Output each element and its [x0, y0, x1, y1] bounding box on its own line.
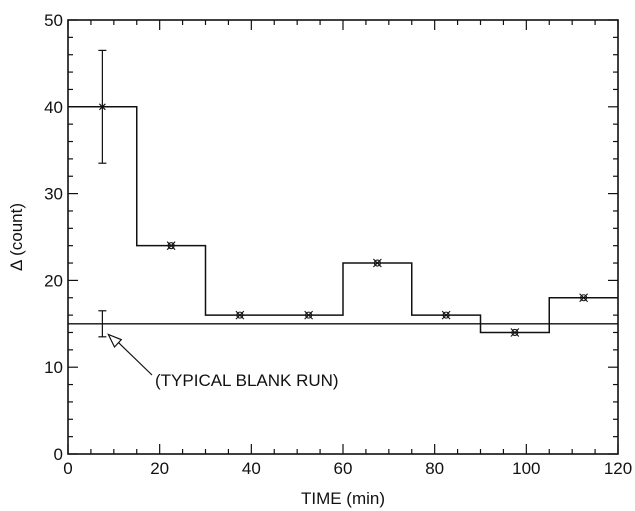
- data-point: [167, 242, 175, 250]
- axis-ticks: [67, 19, 619, 455]
- y-axis-title: Δ (count): [7, 203, 26, 271]
- data-point: [580, 294, 588, 302]
- data-point: [304, 310, 314, 320]
- data-point: [98, 103, 106, 111]
- chart-marks: [68, 49, 618, 376]
- data-point: [236, 311, 244, 319]
- y-tick-label: 0: [54, 445, 63, 464]
- data-point: [441, 310, 451, 320]
- x-tick-label: 100: [512, 459, 540, 478]
- y-tick-label: 40: [44, 98, 63, 117]
- data-point: [373, 259, 381, 267]
- data-point: [510, 328, 520, 337]
- annotation-arrow-line: [117, 342, 153, 376]
- y-tick-label: 10: [44, 358, 63, 377]
- data-point: [442, 311, 450, 319]
- data-point: [166, 241, 176, 251]
- annotation-typical-blank-run: (TYPICAL BLANK RUN): [155, 371, 339, 390]
- data-point: [579, 293, 589, 303]
- x-tick-label: 60: [334, 459, 353, 478]
- data-point: [235, 310, 245, 320]
- data-point: [511, 328, 519, 337]
- plot-frame: [67, 19, 619, 455]
- x-tick-label: 20: [150, 459, 169, 478]
- data-point: [372, 258, 382, 268]
- y-tick-label: 30: [44, 185, 63, 204]
- x-axis-title: TIME (min): [301, 489, 385, 508]
- step-line: [68, 106, 618, 334]
- annotation-arrow-head: [107, 333, 123, 349]
- x-tick-label: 40: [242, 459, 261, 478]
- x-tick-label: 80: [425, 459, 444, 478]
- y-tick-label: 20: [44, 271, 63, 290]
- y-tick-label: 50: [44, 11, 63, 30]
- data-point: [305, 311, 313, 319]
- tick-labels: 0 20 40 60 80 100 120 0 10 20 30 40 50: [44, 11, 632, 478]
- x-tick-label: 0: [63, 459, 72, 478]
- x-tick-label: 120: [604, 459, 632, 478]
